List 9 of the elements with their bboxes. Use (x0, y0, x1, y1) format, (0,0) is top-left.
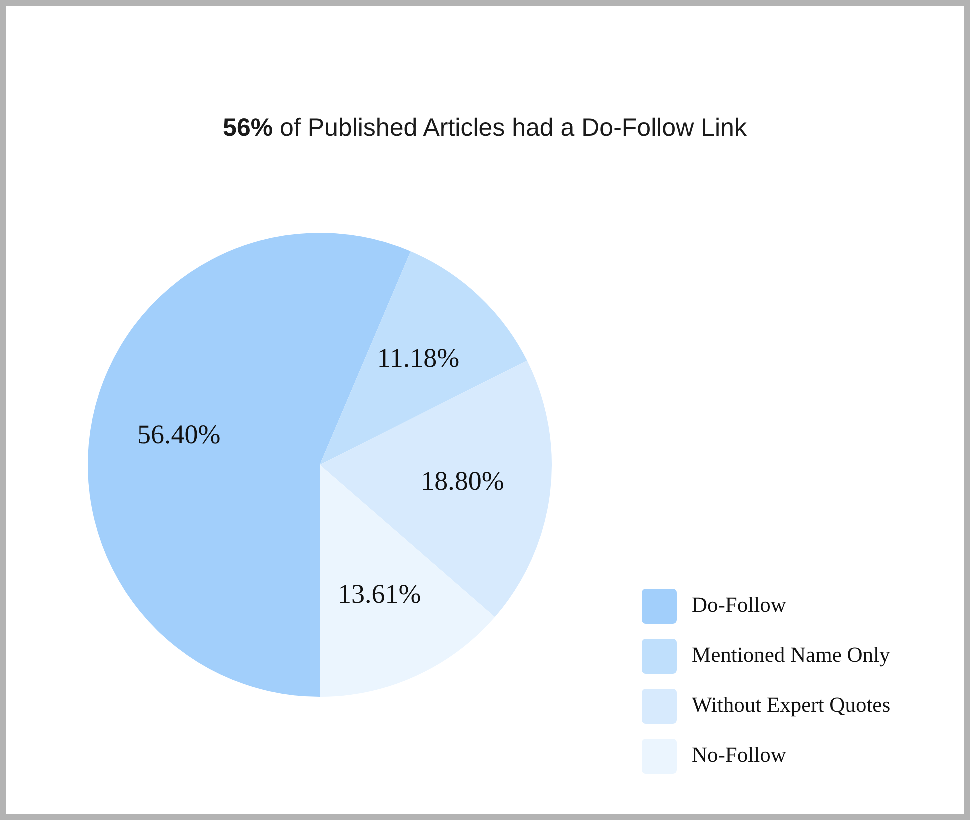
data-label: 56.40% (137, 419, 221, 450)
data-label: 18.80% (421, 466, 504, 496)
legend-label: Do-Follow (692, 593, 787, 618)
legend-label: Without Expert Quotes (692, 693, 891, 718)
data-label: 11.18% (377, 343, 460, 374)
legend-label: Mentioned Name Only (692, 643, 890, 668)
chart-title: 56% of Published Articles had a Do-Follow Link (222, 114, 748, 143)
data-label: 13.61% (338, 578, 422, 609)
legend-label: No-Follow (692, 743, 787, 768)
